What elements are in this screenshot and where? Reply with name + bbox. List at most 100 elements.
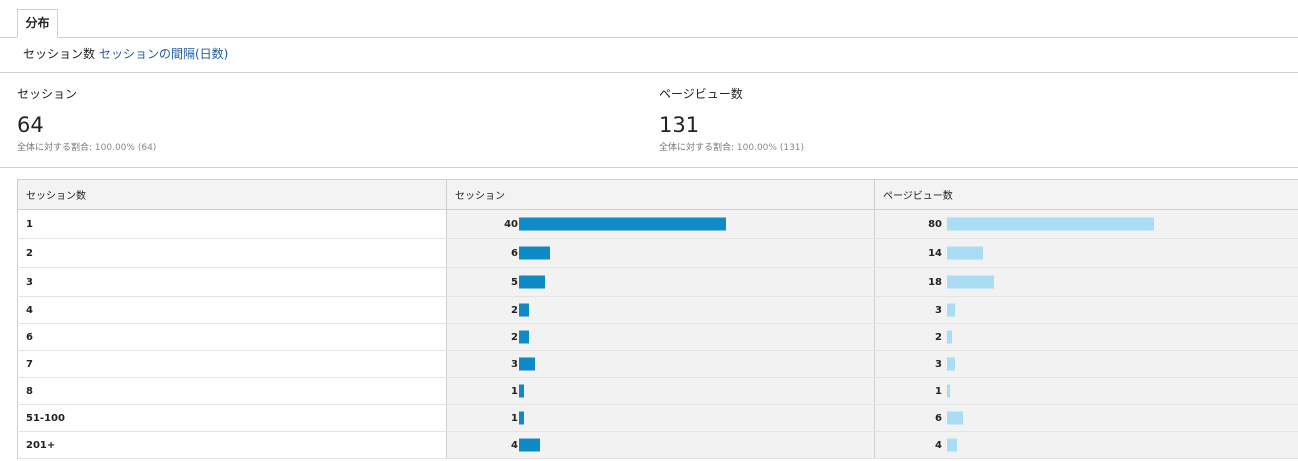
cell-sessions: 1 bbox=[446, 377, 875, 405]
cell-pageviews: 6 bbox=[874, 404, 1298, 432]
pageviews-bar bbox=[947, 275, 994, 289]
sessions-bar-container bbox=[519, 330, 529, 344]
table-header-row: セッション数 セッション ページビュー数 bbox=[17, 179, 1298, 210]
sessions-bar bbox=[519, 357, 535, 371]
pageviews-value: 3 bbox=[935, 304, 942, 316]
pageviews-value: 80 bbox=[928, 218, 942, 230]
table-row: 8 1 1 bbox=[17, 377, 1298, 405]
sessions-bar bbox=[519, 438, 540, 452]
cell-pageviews: 14 bbox=[874, 238, 1298, 268]
table-row: 201+ 4 4 bbox=[17, 431, 1298, 459]
cell-sessions: 5 bbox=[446, 267, 875, 297]
pageviews-value: 1 bbox=[935, 385, 942, 397]
table-row: 7 3 3 bbox=[17, 350, 1298, 378]
pageviews-bar bbox=[947, 384, 950, 398]
table-row: 4 2 3 bbox=[17, 296, 1298, 324]
cell-session-count: 51-100 bbox=[17, 404, 447, 432]
pageviews-bar-container bbox=[947, 303, 955, 317]
cell-session-count: 7 bbox=[17, 350, 447, 378]
metric-pageviews-label: ページビュー数 bbox=[659, 87, 743, 101]
sessions-bar bbox=[519, 246, 550, 260]
cell-pageviews: 3 bbox=[874, 350, 1298, 378]
pageviews-bar-container bbox=[947, 438, 957, 452]
sessions-bar-container bbox=[519, 275, 545, 289]
subnav-session-interval-link[interactable]: セッションの間隔(日数) bbox=[99, 47, 229, 61]
pageviews-bar-container bbox=[947, 217, 1154, 231]
metric-pageviews-pct-value: 100.00% (131) bbox=[736, 143, 805, 153]
pageviews-bar-container bbox=[947, 384, 950, 398]
metric-pageviews-pct-prefix: 全体に対する割合: bbox=[659, 143, 735, 153]
table-body: 1 40 80 2 6 14 3 5 18 4 2 3 6 2 2 7 3 3 8 1 1 51-100 1 6 201+ 4 4 bbox=[17, 209, 1298, 459]
subnav-session-count[interactable]: セッション数 bbox=[23, 47, 96, 61]
sessions-value: 3 bbox=[511, 358, 518, 370]
pageviews-value: 6 bbox=[935, 412, 942, 424]
table-row: 6 2 2 bbox=[17, 323, 1298, 351]
sessions-value: 40 bbox=[504, 218, 518, 230]
section-divider bbox=[0, 167, 1298, 168]
table-row: 51-100 1 6 bbox=[17, 404, 1298, 432]
cell-pageviews: 2 bbox=[874, 323, 1298, 351]
cell-pageviews: 18 bbox=[874, 267, 1298, 297]
pageviews-value: 3 bbox=[935, 358, 942, 370]
table-row: 1 40 80 bbox=[17, 209, 1298, 239]
cell-session-count: 201+ bbox=[17, 431, 447, 459]
pageviews-bar-container bbox=[947, 357, 955, 371]
sessions-value: 1 bbox=[511, 412, 518, 424]
cell-session-count: 4 bbox=[17, 296, 447, 324]
sessions-bar-container bbox=[519, 411, 524, 425]
pageviews-value: 2 bbox=[935, 331, 942, 343]
tab-distribution[interactable]: 分布 bbox=[17, 9, 58, 38]
sessions-bar-container bbox=[519, 303, 529, 317]
sessions-value: 4 bbox=[511, 439, 518, 451]
metric-sessions-percentage: 全体に対する割合: 100.00% (64) bbox=[17, 140, 156, 153]
pageviews-bar-container bbox=[947, 246, 983, 260]
sessions-bar-container bbox=[519, 438, 540, 452]
sessions-value: 6 bbox=[511, 247, 518, 259]
cell-sessions: 40 bbox=[446, 209, 875, 239]
cell-sessions: 3 bbox=[446, 350, 875, 378]
sessions-value: 1 bbox=[511, 385, 518, 397]
pageviews-bar bbox=[947, 217, 1154, 231]
cell-pageviews: 4 bbox=[874, 431, 1298, 459]
top-tab-bar: 分布 bbox=[0, 0, 1298, 38]
distribution-table: セッション数 セッション ページビュー数 1 40 80 2 6 14 3 5 18 4 2 3 6 2 2… bbox=[17, 179, 1298, 459]
cell-session-count: 3 bbox=[17, 267, 447, 297]
cell-pageviews: 1 bbox=[874, 377, 1298, 405]
pageviews-bar bbox=[947, 357, 955, 371]
pageviews-value: 4 bbox=[935, 439, 942, 451]
sessions-value: 5 bbox=[511, 276, 518, 288]
cell-sessions: 2 bbox=[446, 296, 875, 324]
metric-pageviews-percentage: 全体に対する割合: 100.00% (131) bbox=[659, 140, 804, 153]
pageviews-bar-container bbox=[947, 275, 994, 289]
cell-sessions: 2 bbox=[446, 323, 875, 351]
sessions-bar-container bbox=[519, 217, 726, 231]
metric-sessions-value: 64 bbox=[17, 113, 44, 137]
header-session-count[interactable]: セッション数 bbox=[17, 179, 447, 210]
sessions-value: 2 bbox=[511, 331, 518, 343]
sessions-bar-container bbox=[519, 246, 550, 260]
metric-sessions-pct-value: 100.00% (64) bbox=[94, 143, 157, 153]
pageviews-bar bbox=[947, 411, 963, 425]
pageviews-value: 18 bbox=[928, 276, 942, 288]
pageviews-bar bbox=[947, 303, 955, 317]
cell-session-count: 6 bbox=[17, 323, 447, 351]
sessions-bar bbox=[519, 217, 726, 231]
table-row: 2 6 14 bbox=[17, 238, 1298, 268]
header-sessions[interactable]: セッション bbox=[446, 179, 875, 210]
cell-session-count: 2 bbox=[17, 238, 447, 268]
pageviews-bar-container bbox=[947, 330, 952, 344]
pageviews-value: 14 bbox=[928, 247, 942, 259]
pageviews-bar bbox=[947, 246, 983, 260]
cell-sessions: 6 bbox=[446, 238, 875, 268]
pageviews-bar bbox=[947, 330, 952, 344]
sub-navigation: セッション数 セッションの間隔(日数) bbox=[0, 38, 1298, 73]
metric-sessions-label: セッション bbox=[17, 87, 78, 101]
metric-sessions-pct-prefix: 全体に対する割合: bbox=[17, 143, 93, 153]
header-pageviews[interactable]: ページビュー数 bbox=[874, 179, 1298, 210]
cell-sessions: 1 bbox=[446, 404, 875, 432]
cell-session-count: 8 bbox=[17, 377, 447, 405]
sessions-value: 2 bbox=[511, 304, 518, 316]
metric-sessions: セッション 64 全体に対する割合: 100.00% (64) bbox=[17, 84, 156, 153]
sessions-bar bbox=[519, 330, 529, 344]
sessions-bar-container bbox=[519, 384, 524, 398]
